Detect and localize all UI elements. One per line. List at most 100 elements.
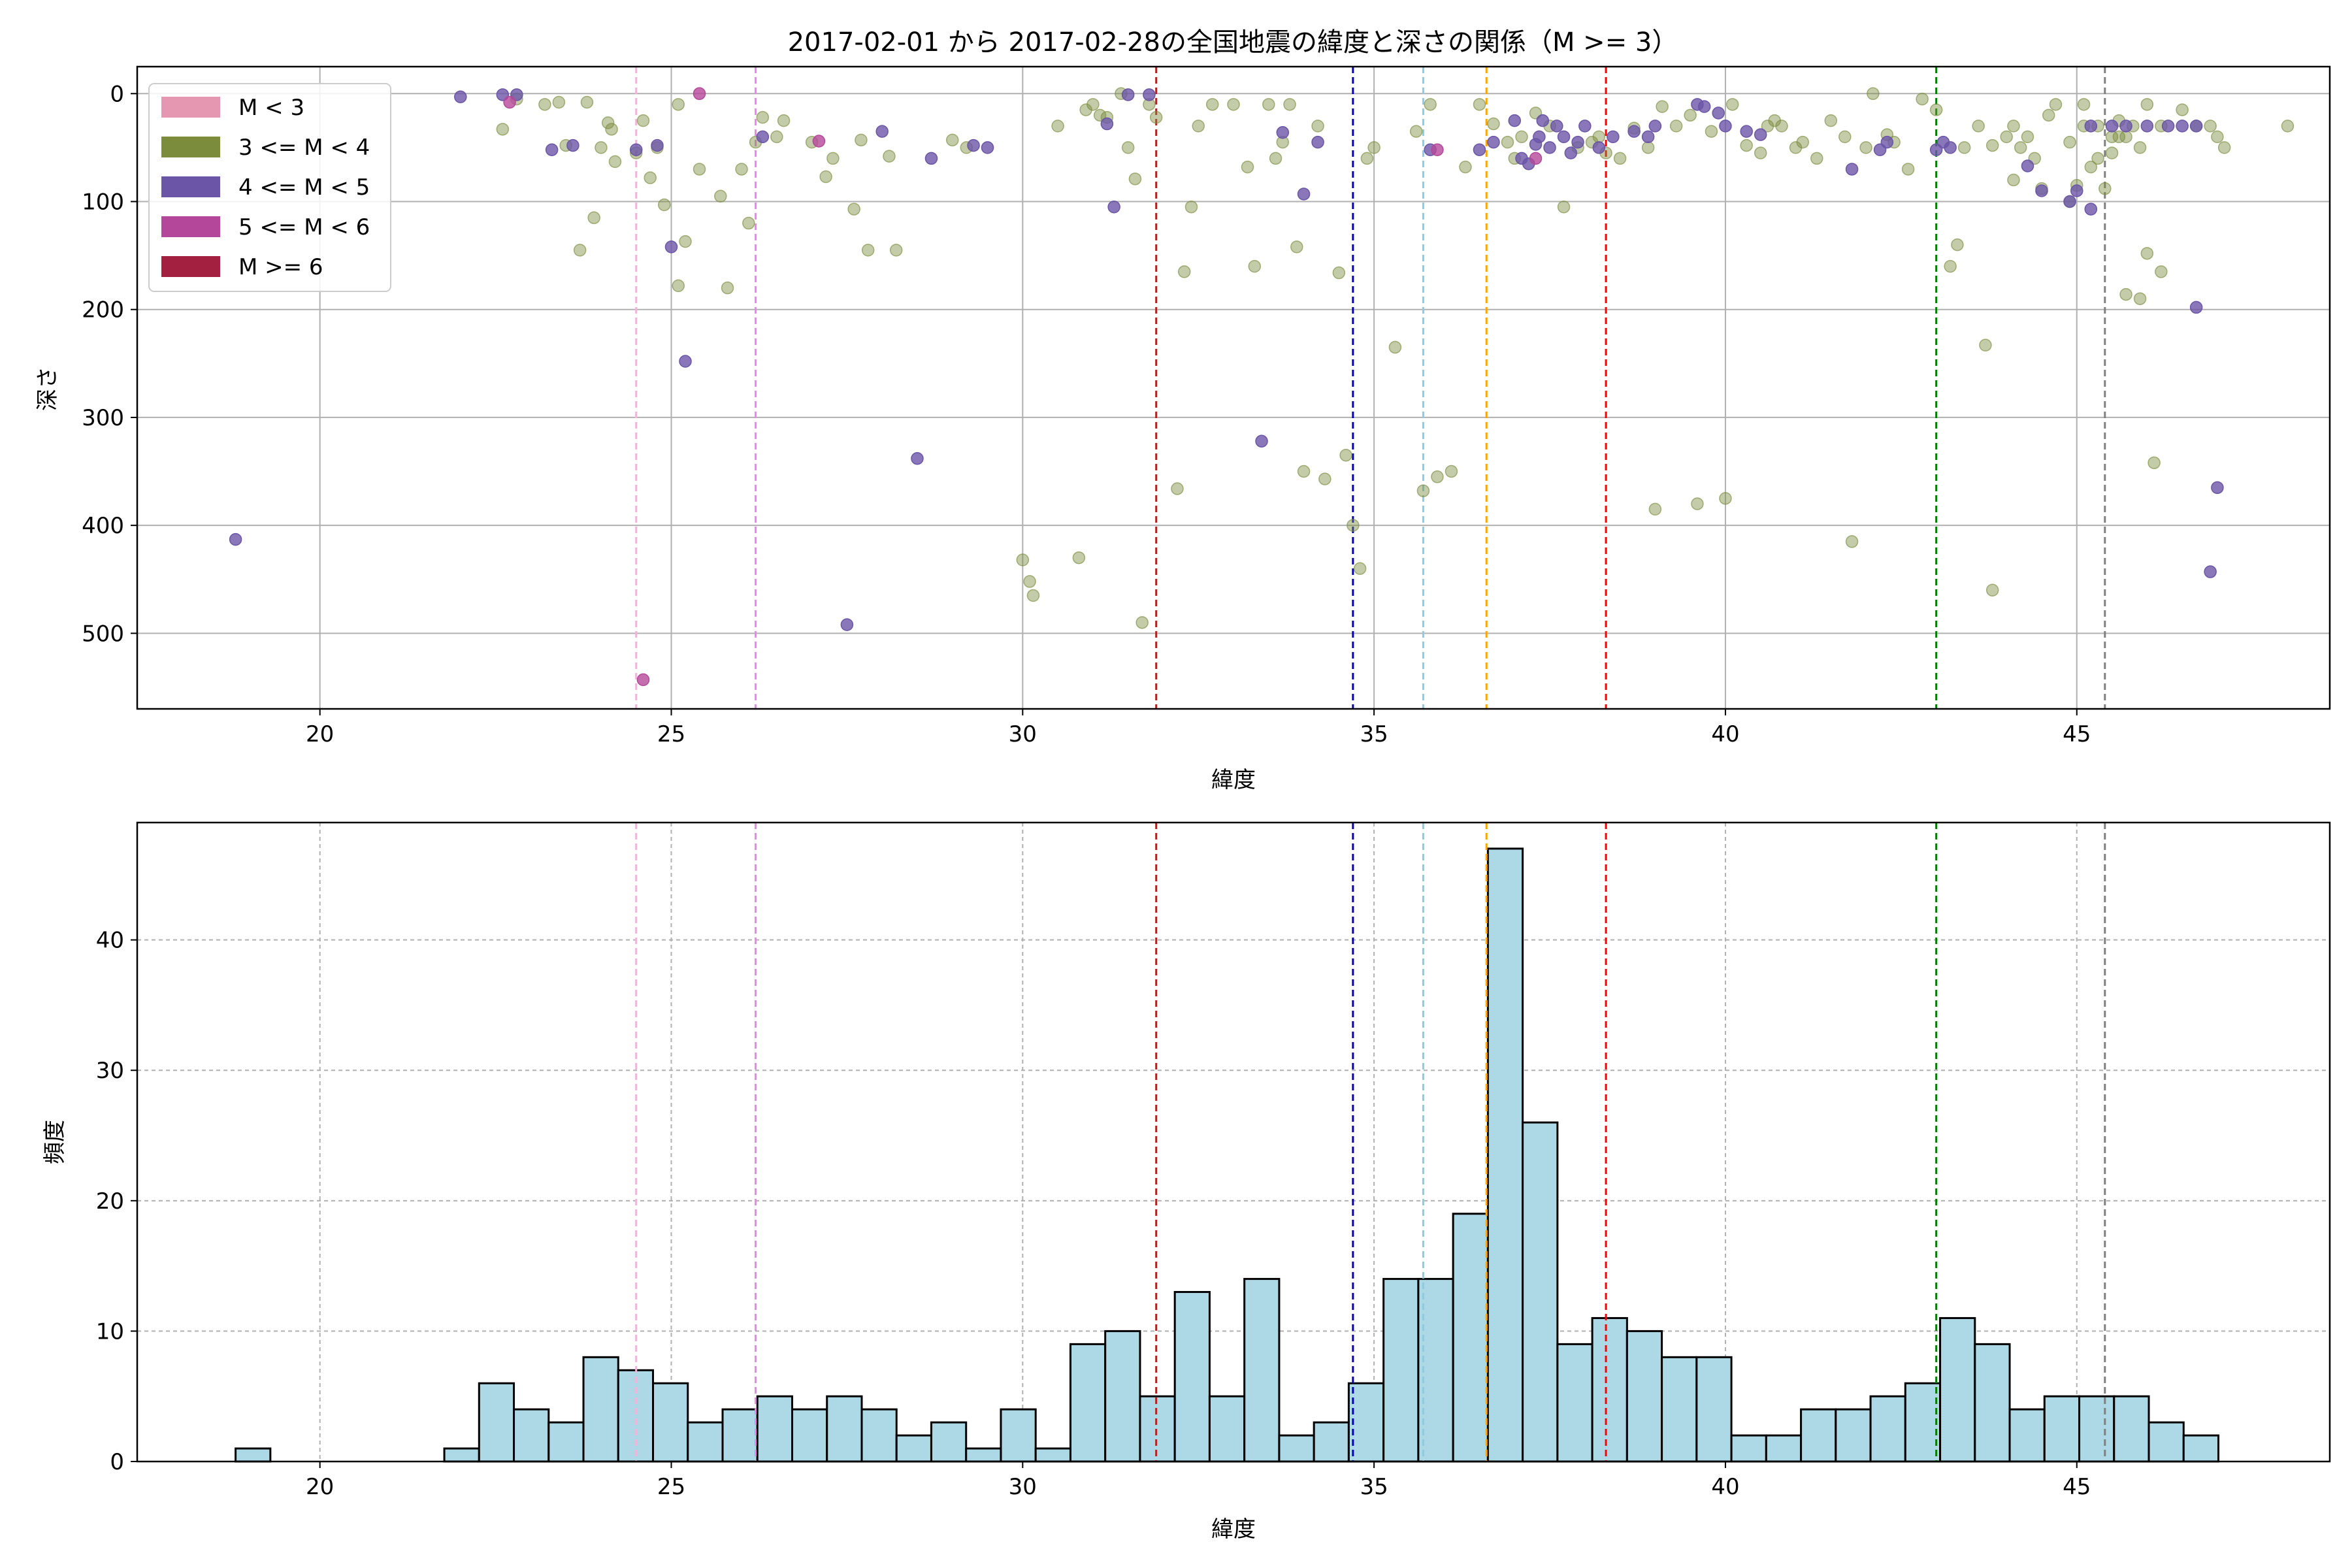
scatter-point <box>1824 114 1838 127</box>
histogram-bar <box>1069 1343 1107 1463</box>
histogram-bar <box>1591 1316 1628 1463</box>
scatter-point <box>1248 259 1262 273</box>
scatter-point <box>1269 152 1282 165</box>
histogram-bar <box>2182 1434 2220 1463</box>
scatter-point <box>1135 616 1149 629</box>
scatter-x-ticks: 20 25 30 35 40 45 <box>306 709 2091 747</box>
scatter-x-tick-label: 35 <box>1360 721 1388 747</box>
scatter-point <box>1564 146 1578 159</box>
scatter-point <box>672 98 685 111</box>
scatter-point <box>1740 125 1753 138</box>
scatter-point <box>2021 130 2034 144</box>
scatter-point <box>1424 98 1437 111</box>
scatter-point <box>1592 141 1606 154</box>
histogram-bar <box>1835 1408 1872 1463</box>
scatter-point <box>1705 125 1718 138</box>
scatter-point <box>1318 472 1331 485</box>
scatter-point <box>454 90 467 104</box>
scatter-point <box>2105 130 2119 144</box>
histogram-x-tick-label: 35 <box>1360 1474 1388 1500</box>
scatter-point <box>1184 201 1198 214</box>
scatter-point <box>2140 247 2154 260</box>
histogram-bar <box>1139 1395 1176 1463</box>
scatter-point <box>2119 287 2132 301</box>
histogram-bar <box>687 1421 724 1463</box>
histogram-plot-frame <box>136 821 2331 1463</box>
scatter-point <box>1026 589 1040 602</box>
histogram-x-axis-label: 緯度 <box>1211 1516 1256 1543</box>
scatter-point <box>2014 141 2027 154</box>
scatter-point <box>1725 98 1739 111</box>
scatter-point <box>1515 130 1528 144</box>
scatter-x-tick-label: 40 <box>1711 721 1739 747</box>
scatter-point <box>1754 128 1767 141</box>
histogram-bar <box>1556 1343 1593 1463</box>
scatter-point <box>1719 492 1732 505</box>
histogram-bar <box>2043 1395 2081 1463</box>
scatter-point <box>735 163 748 176</box>
scatter-point <box>1276 126 1290 139</box>
scatter-point <box>2084 160 2098 174</box>
scatter-point <box>1149 110 1163 124</box>
histogram-bar <box>1695 1356 1733 1463</box>
scatter-point <box>644 171 657 184</box>
scatter-point <box>1740 139 1753 152</box>
scatter-y-tick-label: 500 <box>82 621 124 647</box>
scatter-x-tick-label: 25 <box>657 721 685 747</box>
scatter-point <box>1712 106 1725 120</box>
scatter-point <box>573 244 587 257</box>
scatter-point <box>1901 163 1915 176</box>
histogram-bar <box>1208 1395 1246 1463</box>
histogram-bar <box>513 1408 550 1463</box>
scatter-point <box>1607 130 1620 144</box>
scatter-point <box>2140 120 2154 133</box>
histogram-x-tick-label: 40 <box>1711 1474 1739 1500</box>
scatter-point <box>1205 98 1219 111</box>
scatter-point <box>1571 135 1584 149</box>
scatter-point <box>1796 135 1810 149</box>
scatter-y-ticks: 0 100 200 300 400 500 <box>82 81 137 647</box>
scatter-point <box>538 98 551 111</box>
histogram-y-tick-label: 10 <box>96 1318 124 1345</box>
histogram-bar <box>1347 1382 1385 1463</box>
scatter-point <box>2176 103 2189 116</box>
scatter-point <box>1648 502 1662 516</box>
scatter-point <box>1985 139 1999 152</box>
legend-swatch <box>161 216 220 237</box>
scatter-point <box>1669 120 1683 133</box>
scatter-point <box>1290 240 1303 253</box>
histogram-y-ticks: 0 10 20 30 40 <box>96 928 137 1475</box>
scatter-point <box>679 235 692 248</box>
scatter-point <box>1409 125 1423 138</box>
scatter-y-tick-label: 0 <box>110 81 124 107</box>
scatter-point <box>1775 120 1788 133</box>
scatter-point <box>1845 163 1859 176</box>
scatter-point <box>847 203 860 216</box>
scatter-point <box>1697 100 1711 113</box>
scatter-point <box>1262 98 1275 111</box>
scatter-point <box>911 451 924 465</box>
scatter-point <box>1072 551 1086 564</box>
scatter-point <box>770 130 783 144</box>
scatter-point <box>2281 120 2295 133</box>
histogram-bar <box>1278 1434 1315 1463</box>
scatter-x-tick-label: 30 <box>1009 721 1037 747</box>
scatter-x-axis-label: 緯度 <box>1211 767 1256 793</box>
scatter-point <box>840 618 854 631</box>
scatter-point <box>2140 98 2154 111</box>
scatter-point <box>601 116 615 129</box>
scatter-point <box>1093 108 1107 122</box>
scatter-point <box>2119 120 2132 133</box>
scatter-point <box>1283 98 1296 111</box>
histogram-bar <box>930 1421 968 1463</box>
scatter-point <box>2155 265 2168 278</box>
scatter-point <box>1023 575 1036 588</box>
histogram-y-tick-label: 40 <box>96 928 124 954</box>
scatter-point <box>679 355 692 368</box>
scatter-point <box>1543 141 1556 154</box>
scatter-point <box>636 114 650 127</box>
scatter-point <box>945 133 959 147</box>
legend-label: M < 3 <box>238 95 304 121</box>
scatter-point <box>1719 120 1732 133</box>
legend-label: 3 <= M < 4 <box>238 135 370 161</box>
